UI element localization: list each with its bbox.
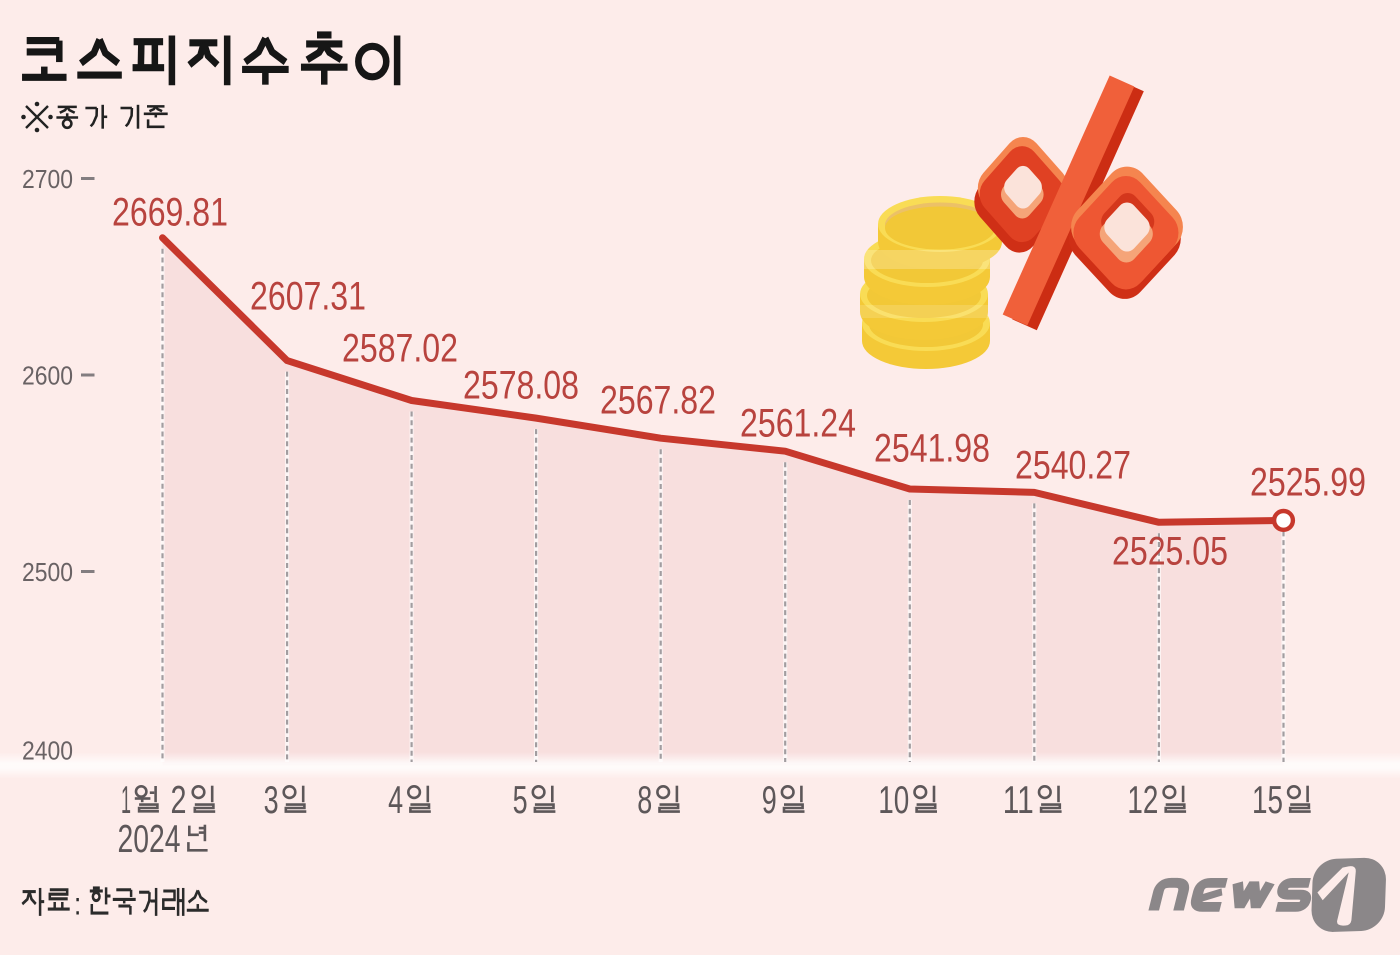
svg-text:3: 3 — [264, 779, 279, 822]
svg-text:2669.81: 2669.81 — [112, 190, 228, 234]
svg-text:12: 12 — [1127, 779, 1158, 822]
svg-text:15: 15 — [1252, 779, 1283, 822]
svg-text:2700: 2700 — [22, 166, 73, 194]
svg-text:4: 4 — [388, 779, 403, 822]
svg-text:2024: 2024 — [118, 818, 181, 861]
svg-text:2587.02: 2587.02 — [342, 326, 458, 370]
svg-text:2567.82: 2567.82 — [600, 378, 716, 422]
svg-text:2607.31: 2607.31 — [250, 274, 366, 318]
svg-text:2400: 2400 — [22, 737, 73, 765]
svg-text:8: 8 — [637, 779, 652, 822]
svg-text:9: 9 — [762, 779, 777, 822]
svg-text:2: 2 — [171, 779, 187, 822]
svg-text:1: 1 — [121, 779, 131, 822]
svg-text:2525.99: 2525.99 — [1250, 460, 1366, 504]
svg-text:2600: 2600 — [22, 362, 73, 390]
svg-text:2561.24: 2561.24 — [740, 401, 856, 445]
svg-text:2540.27: 2540.27 — [1015, 443, 1131, 487]
svg-text:2541.98: 2541.98 — [874, 426, 990, 470]
svg-text:10: 10 — [878, 779, 909, 822]
svg-text::: : — [74, 887, 81, 922]
svg-text:2525.05: 2525.05 — [1112, 529, 1228, 573]
svg-text:11: 11 — [1003, 779, 1034, 822]
svg-text:2578.08: 2578.08 — [463, 363, 579, 407]
svg-text:2500: 2500 — [22, 559, 73, 587]
svg-text:5: 5 — [513, 779, 528, 822]
